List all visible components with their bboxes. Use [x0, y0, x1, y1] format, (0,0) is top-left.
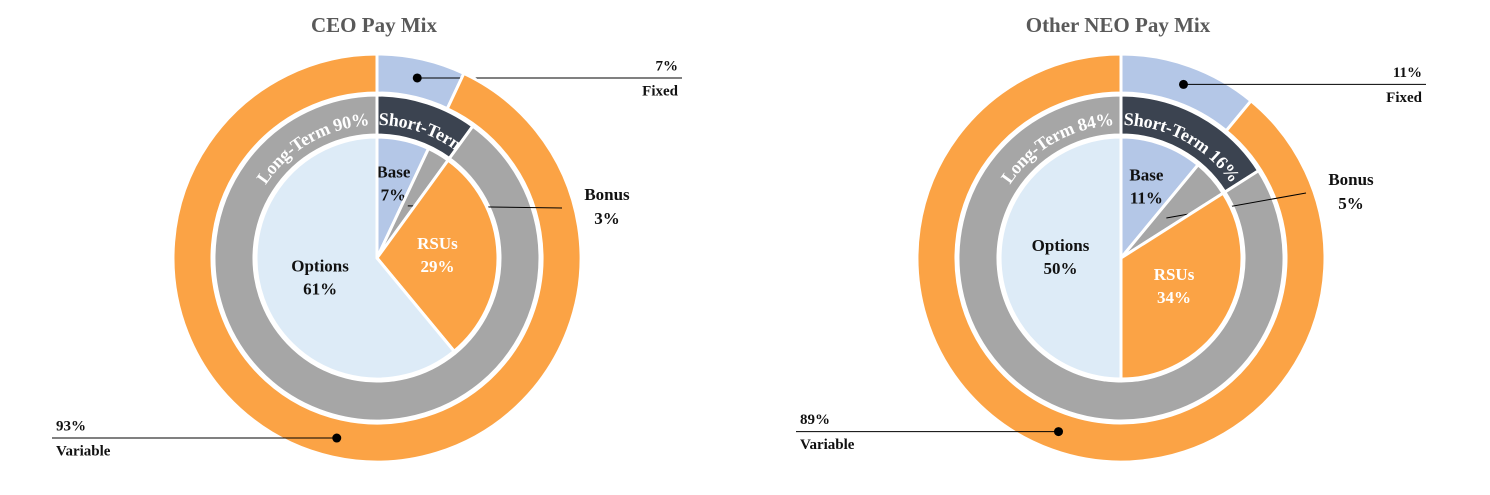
- category-label: Options: [291, 256, 349, 275]
- leader-dot: [332, 433, 342, 443]
- value-label: 93%: [56, 418, 86, 434]
- value-label: 50%: [1044, 259, 1078, 278]
- value-label: 3%: [594, 209, 620, 228]
- category-label: Bonus: [584, 185, 630, 204]
- segment: [956, 93, 1286, 423]
- segment: [212, 93, 542, 423]
- leader-dot: [1178, 79, 1188, 89]
- segment: [1119, 135, 1201, 263]
- leader-dot: [412, 73, 422, 83]
- category-label: Bonus: [1328, 170, 1374, 189]
- value-label: 7%: [381, 186, 407, 205]
- segment: [375, 158, 500, 354]
- value-label: 61%: [303, 279, 337, 298]
- category-label: RSUs: [417, 234, 458, 253]
- segment: [998, 135, 1123, 381]
- value-label: 11%: [1393, 65, 1422, 81]
- value-label: 34%: [1157, 288, 1191, 307]
- category-label: Variable: [800, 437, 855, 453]
- value-label: 89%: [800, 412, 830, 428]
- leader-dot: [1054, 427, 1064, 437]
- category-label: Options: [1032, 236, 1090, 255]
- chart-title: Other NEO Pay Mix: [1026, 13, 1211, 37]
- value-label: 29%: [420, 257, 454, 276]
- value-label: 11%: [1130, 188, 1163, 207]
- category-label: Variable: [56, 443, 111, 459]
- value-label: 7%: [656, 58, 679, 74]
- value-label: 5%: [1338, 194, 1364, 213]
- category-label: Base: [1129, 165, 1163, 184]
- category-label: Fixed: [642, 83, 678, 99]
- category-label: Fixed: [1386, 90, 1422, 106]
- segment: [915, 52, 1327, 464]
- segment: [254, 135, 457, 381]
- segment: [1119, 191, 1244, 381]
- value-label: 10%: [0, 0, 9, 8]
- chart-title: CEO Pay Mix: [311, 13, 437, 37]
- segment: [171, 52, 583, 464]
- category-label: RSUs: [1154, 265, 1195, 284]
- category-label: Base: [376, 163, 410, 182]
